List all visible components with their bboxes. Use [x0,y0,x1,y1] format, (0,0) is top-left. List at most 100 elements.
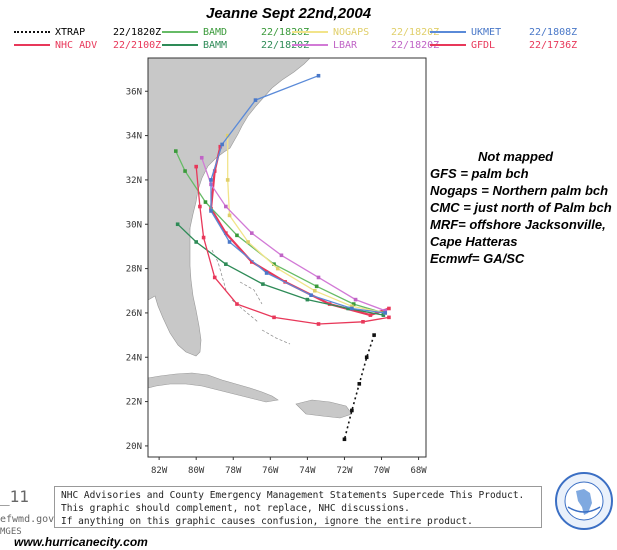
lat-tick-label: 28N [126,265,142,275]
legend-time: 22/1820Z [261,40,310,51]
legend-name: BAMM [203,40,228,51]
track-point-gfdl [212,275,217,280]
lat-tick-label: 36N [126,87,142,97]
map-background [147,57,427,458]
note-line: MRF= offshore Jacksonville, [430,217,606,232]
track-point-nhc-adv [368,313,373,317]
lat-tick-label: 24N [126,353,142,363]
track-point-gfdl [201,235,206,240]
track-point-nogaps [225,133,230,138]
track-point-gfdl [194,164,198,169]
land-florida [154,228,202,357]
legend-item-bamm: BAMM 22/1820Z [162,40,309,54]
fragment-label: MGES [0,527,22,537]
track-point-ukmet [309,293,313,297]
track-point-bamd [183,169,187,173]
lat-tick-label: 32N [126,176,142,186]
note-line: GFS = palm bch [430,166,529,181]
not-mapped-notes: Not mapped GFS = palm bch Nogaps = North… [430,148,615,267]
lon-tick-label: 82W [151,466,168,476]
disclaimer-line: If anything on this graphic causes confu… [61,516,473,527]
track-point-ukmet [220,142,224,147]
legend-name: NOGAPS [333,27,370,38]
legend-swatch-lbar [292,44,328,46]
legend-swatch-bamd [162,31,198,33]
legend-name: GFDL [471,40,496,51]
fragment-label: efwmd.gov [0,514,55,525]
track-point-nhc-adv [218,144,223,149]
track-point-nhc-adv [249,260,254,264]
legend-name: UKMET [471,27,502,38]
track-point-lbar [249,231,254,235]
track-point-lbar [316,275,321,280]
lon-tick-label: 80W [188,466,205,476]
map-frame [147,57,427,458]
legend-time: 22/2100Z [113,40,162,51]
track-point-gfdl [316,322,321,326]
legend-name: NHC ADV [55,40,98,51]
track-point-nhc-adv [387,306,391,311]
legend-name: BAMD [203,27,228,38]
note-line: Nogaps = Northern palm bch [430,183,609,198]
legend-item-nhc-adv: NHC ADV 22/2100Z [14,40,161,54]
lon-tick-label: 72W [336,466,353,476]
legend-item-gfdl: GFDL 22/1736Z [430,40,577,54]
track-point-nogaps [275,266,280,271]
track-point-bamm [305,297,310,302]
track-point-bamm [194,240,198,244]
track-point-ukmet [264,271,269,275]
forecast-tracks [174,73,391,442]
lon-tick-label: 78W [225,466,242,476]
track-ukmet [210,75,386,314]
track-point-bamm [381,313,386,317]
website-link[interactable]: www.hurricanecity.com [14,535,148,549]
track-point-bamd [174,149,178,153]
lon-tick-label: 68W [410,466,427,476]
track-bamd [175,150,384,314]
legend-swatch-xtrap [14,31,50,33]
track-point-bamd [351,302,356,306]
lat-tick-label: 20N [126,442,142,452]
track-point-gfdl [198,204,202,209]
sfwmd-seal [555,472,613,530]
track-point-nogaps [313,288,317,293]
legend-item-bamd: BAMD 22/1820Z [162,27,309,41]
track-point-ukmet [227,240,232,244]
track-point-nhc-adv [224,231,228,235]
track-point-ukmet [350,306,354,311]
legend-swatch-bamm [162,44,198,46]
track-point-ukmet [383,311,388,315]
track-point-ukmet [253,98,258,102]
legend-name: LBAR [333,40,358,51]
legend-item-ukmet: UKMET 22/1808Z [430,27,577,41]
track-point-ukmet [209,209,213,213]
track-point-nhc-adv [212,169,217,173]
note-line: CMC = just north of Palm bch [430,200,612,215]
legend-item-nogaps: NOGAPS 22/1820Z [292,27,439,41]
track-point-gfdl [272,315,276,320]
legend-item-xtrap: XTRAP 22/1820Z [14,27,161,41]
legend-time: 22/1808Z [529,27,578,38]
track-point-gfdl [387,315,391,320]
track-point-bamm [224,262,228,266]
disclaimer-line: NHC Advisories and County Emergency Mana… [61,490,525,501]
legend-time: 22/1820Z [261,27,310,38]
track-point-bamm [346,306,350,311]
track-nogaps [227,135,386,314]
track-point-nogaps [225,178,230,182]
lat-tick-label: 22N [126,398,142,408]
track-point-xtrap [350,408,354,413]
lat-tick-label: 26N [126,309,142,319]
track-point-bamd [272,262,276,266]
track-point-ukmet [316,73,321,78]
note-line: Cape Hatteras [430,234,518,249]
track-point-bamm [261,282,265,286]
track-point-nogaps [246,240,250,244]
track-point-gfdl [235,302,239,306]
land-cuba [147,372,279,403]
track-point-lbar [353,297,358,302]
track-point-bamm [175,222,180,227]
lon-tick-label: 70W [373,466,390,476]
legend-name: XTRAP [55,27,86,38]
legend-time: 22/1820Z [391,27,440,38]
